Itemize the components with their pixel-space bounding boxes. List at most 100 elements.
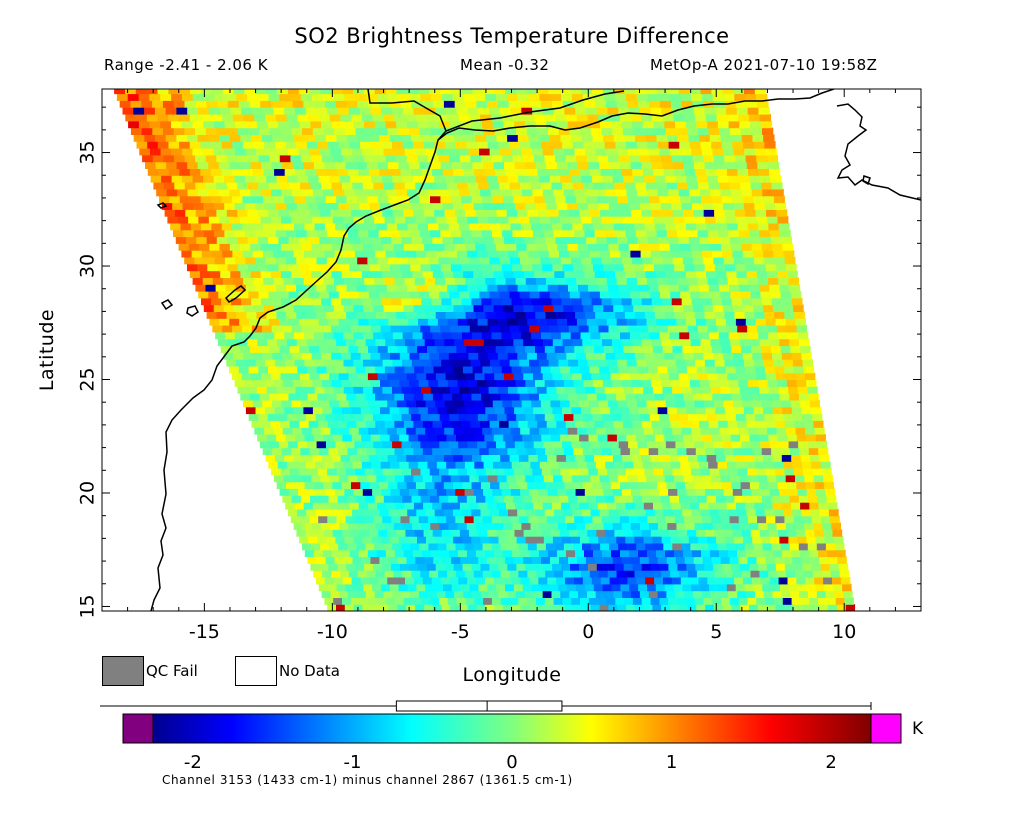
heatmap-cell [790,590,800,598]
heatmap-cell [261,325,273,333]
heatmap-cell [254,331,266,340]
heatmap-cell [286,311,297,319]
heatmap-cell [530,141,542,149]
heatmap-cell [748,168,760,176]
heatmap-cell [483,488,493,496]
heatmap-cell [624,222,635,231]
heatmap-cell [224,148,236,156]
heatmap-cell [670,570,680,578]
heatmap-cell [580,127,592,135]
heatmap-cell [389,583,400,592]
heatmap-cell [334,556,345,564]
heatmap-cell [374,89,387,95]
heatmap-cell [661,250,672,258]
heatmap-cell [616,502,626,510]
heatmap-cell [674,168,686,176]
heatmap-cell [175,236,187,244]
heatmap-cell [368,291,380,299]
heatmap-cell [684,556,695,564]
heatmap-cell [379,291,390,299]
heatmap-cell [675,556,686,564]
heatmap-cell [546,386,557,394]
heatmap-cell [777,270,788,278]
heatmap-cell [324,161,336,169]
heatmap-cell [331,270,343,278]
heatmap-cell [486,440,497,449]
heatmap-cell [535,447,546,455]
heatmap-cell [800,597,810,605]
heatmap-cell [635,229,647,238]
heatmap-cell [582,182,594,190]
heatmap-cell [415,311,427,319]
heatmap-cell [372,209,383,217]
heatmap-cell [685,359,696,367]
heatmap-cell [795,474,805,483]
heatmap-cell [408,434,419,442]
heatmap-cell [397,256,409,265]
heatmap-cell [823,529,834,537]
heatmap-cell [453,536,463,544]
heatmap-cell [456,107,468,115]
heatmap-cell [769,284,780,292]
heatmap-cell [473,270,484,278]
heatmap-cell [732,488,743,496]
heatmap-cell [467,604,478,611]
heatmap-cell [666,182,678,190]
heatmap-cell [355,222,367,231]
heatmap-cell [608,325,619,333]
heatmap-cell [571,406,582,415]
heatmap-cell [614,529,625,537]
heatmap-cell [416,250,427,258]
heatmap-cell [313,434,324,442]
heatmap-cell [577,243,589,251]
heatmap-cell [389,379,400,387]
heatmap-cell [585,311,596,319]
heatmap-cell [519,454,529,462]
heatmap-cell [399,406,410,415]
heatmap-cell [163,182,175,190]
colorbar-tick-label: -1 [343,752,361,773]
heatmap-cell [668,141,680,149]
heatmap-cell [420,413,431,421]
heatmap-cell [445,311,457,319]
heatmap-cell [281,100,294,108]
heatmap-cell [768,386,780,394]
heatmap-cell [683,304,694,312]
heatmap-cell [667,447,678,455]
heatmap-cell [644,468,655,476]
heatmap-cell [589,250,601,258]
heatmap-cell [356,495,366,503]
heatmap-cell [248,365,259,374]
heatmap-cell [356,161,368,169]
heatmap-cell [768,161,780,169]
heatmap-cell [607,536,617,544]
heatmap-cell [577,359,589,367]
heatmap-cell [643,502,654,510]
heatmap-cell [811,406,822,415]
heatmap-cell [330,209,342,217]
heatmap-cell [783,304,794,312]
heatmap-cell [434,583,444,592]
heatmap-cell [472,454,482,462]
heatmap-cell [373,304,385,312]
heatmap-cell [331,120,344,129]
heatmap-cell [646,359,657,367]
heatmap-cell [430,549,441,558]
heatmap-cell [398,536,409,544]
heatmap-cell [544,379,555,387]
heatmap-cell [502,154,514,163]
heatmap-cell [503,304,514,312]
heatmap-cell [659,597,669,605]
heatmap-cell [198,216,210,224]
heatmap-cell [642,120,655,129]
heatmap-cell [620,291,631,299]
heatmap-cell [419,229,431,238]
heatmap-cell [654,434,665,442]
heatmap-cell [774,311,785,319]
heatmap-cell [693,590,703,598]
heatmap-cell [461,195,473,204]
heatmap-cell [342,577,353,585]
heatmap-cell [226,359,237,367]
heatmap-cell [224,202,236,210]
heatmap-cell [389,434,400,442]
